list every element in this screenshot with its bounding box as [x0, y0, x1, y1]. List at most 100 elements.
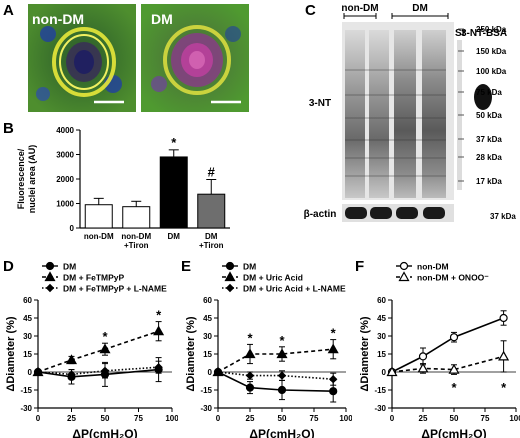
- x-tick-label: 75: [481, 414, 490, 423]
- y-tick-label: -30: [20, 404, 32, 413]
- y-tick-label: 60: [377, 296, 386, 305]
- data-point: [277, 371, 287, 380]
- panel-letter-b: B: [3, 120, 14, 137]
- data-point: [65, 354, 78, 365]
- x-tick-label: 25: [67, 414, 76, 423]
- legend-marker: [44, 271, 56, 282]
- x-tick-label: 0: [36, 414, 41, 423]
- legend-marker: [224, 271, 236, 282]
- data-point: [499, 313, 508, 323]
- data-point: [277, 385, 287, 395]
- blot-lane-3: [394, 30, 416, 198]
- actin-band-2: [370, 207, 392, 219]
- significance-star: *: [331, 326, 337, 341]
- series-line: [217, 348, 334, 373]
- category-label: DM: [205, 232, 218, 241]
- y-axis-label: ΔDiameter (%): [359, 316, 371, 391]
- legend-marker: [225, 283, 235, 293]
- data-point: [244, 348, 256, 359]
- x-axis-label: ΔP(cmH₂O): [72, 427, 137, 438]
- y-tick-label: -15: [374, 386, 386, 395]
- x-tick-label: 100: [165, 414, 178, 423]
- ladder-label: 250 kDa: [476, 25, 507, 34]
- ladder-label: 17 kDa: [476, 177, 502, 186]
- ladder-label: 28 kDa: [476, 153, 502, 162]
- y-tick-label: 0: [382, 368, 387, 377]
- data-point: [154, 362, 163, 372]
- data-point: [329, 387, 338, 396]
- series-line: [217, 371, 334, 392]
- chart-e: -30 -15 0 15 30 45 60 0 25 50 75 100 ΔP(cmH₂O) ΔDiame…: [185, 261, 352, 438]
- significance-star: *: [156, 308, 162, 323]
- ladder-label: 150 kDa: [476, 47, 507, 56]
- series-line: [37, 366, 159, 376]
- ladder-label: 75 kDa: [476, 88, 502, 97]
- micrograph-label-non-dm: non-DM: [32, 11, 84, 27]
- significance-star: *: [279, 333, 285, 348]
- y-tick-label: 0: [70, 224, 75, 233]
- data-point: [33, 367, 43, 377]
- x-tick-label: 75: [310, 414, 319, 423]
- lane-label-dm: DM: [412, 3, 428, 14]
- legend-marker: [398, 271, 410, 282]
- legend-marker: [399, 261, 409, 271]
- actin-band-3: [396, 207, 418, 219]
- y-tick-label: 1000: [56, 200, 74, 209]
- data-point: [448, 363, 460, 374]
- y-tick-label: 15: [203, 350, 212, 359]
- y-axis-label: ΔDiameter (%): [5, 316, 17, 391]
- legend-label: non-DM: [417, 262, 449, 272]
- bar: [122, 206, 151, 229]
- chart-d: -30 -15 0 15 30 45 60 0 25 50 75 100 ΔP(cmH₂O) ΔDiame…: [5, 261, 178, 438]
- data-point: [276, 348, 288, 359]
- lane-label-st: St: [455, 28, 466, 39]
- panel-letter-d: D: [3, 258, 14, 275]
- data-point: [153, 325, 165, 336]
- y-axis-label: ΔDiameter (%): [185, 316, 197, 391]
- significance-star: *: [451, 380, 457, 395]
- x-tick-label: 0: [216, 414, 221, 423]
- blot-lane-2: [369, 30, 389, 198]
- category-label: +Tiron: [199, 241, 224, 250]
- micrograph-label-dm: DM: [151, 11, 173, 27]
- ladder-label: 37 kDa: [476, 135, 502, 144]
- blot-lane-1: [345, 30, 365, 198]
- ladder-label: 100 kDa: [476, 67, 507, 76]
- data-point: [245, 371, 255, 380]
- series-line: [217, 371, 334, 380]
- x-tick-label: 50: [278, 414, 287, 423]
- x-axis-label: ΔP(cmH₂O): [421, 427, 486, 438]
- x-tick-label: 25: [246, 414, 255, 423]
- data-point: [213, 367, 223, 377]
- y-tick-label: 30: [377, 332, 386, 341]
- panel-letter-f: F: [355, 258, 365, 275]
- legend-marker: [225, 261, 235, 271]
- label-3nt: 3-NT: [309, 98, 331, 109]
- chart-b: 0 1000 2000 3000 4000 Fluorescence/nuclei are…: [16, 126, 230, 250]
- actin-band-4: [423, 207, 445, 219]
- y-tick-label: 45: [203, 314, 212, 323]
- legend-label: DM + FeTMPyP + L-NAME: [63, 284, 167, 294]
- x-tick-label: 75: [134, 414, 143, 423]
- y-tick-label: 60: [23, 296, 32, 305]
- significance-star: *: [102, 329, 108, 344]
- bar: [197, 193, 226, 229]
- data-point: [67, 370, 76, 379]
- significance-star: *: [247, 330, 253, 345]
- legend-label: DM + Uric Acid: [243, 273, 303, 283]
- x-axis-label: ΔP(cmH₂O): [249, 427, 314, 438]
- y-axis-label: Fluorescence/: [16, 148, 26, 209]
- 3nt-bsa-band: [474, 84, 492, 110]
- legend-marker: [45, 261, 55, 271]
- ladder-label: 50 kDa: [476, 111, 502, 120]
- y-tick-label: 45: [23, 314, 32, 323]
- x-tick-label: 50: [450, 414, 459, 423]
- y-tick-label: -30: [374, 404, 386, 413]
- bar: [159, 156, 188, 229]
- data-point: [449, 333, 459, 342]
- y-tick-label: 0: [28, 368, 33, 377]
- legend-label: DM: [243, 262, 256, 272]
- y-tick-label: 0: [208, 368, 213, 377]
- data-point: [327, 343, 339, 354]
- label-beta-actin: β-actin: [304, 209, 337, 220]
